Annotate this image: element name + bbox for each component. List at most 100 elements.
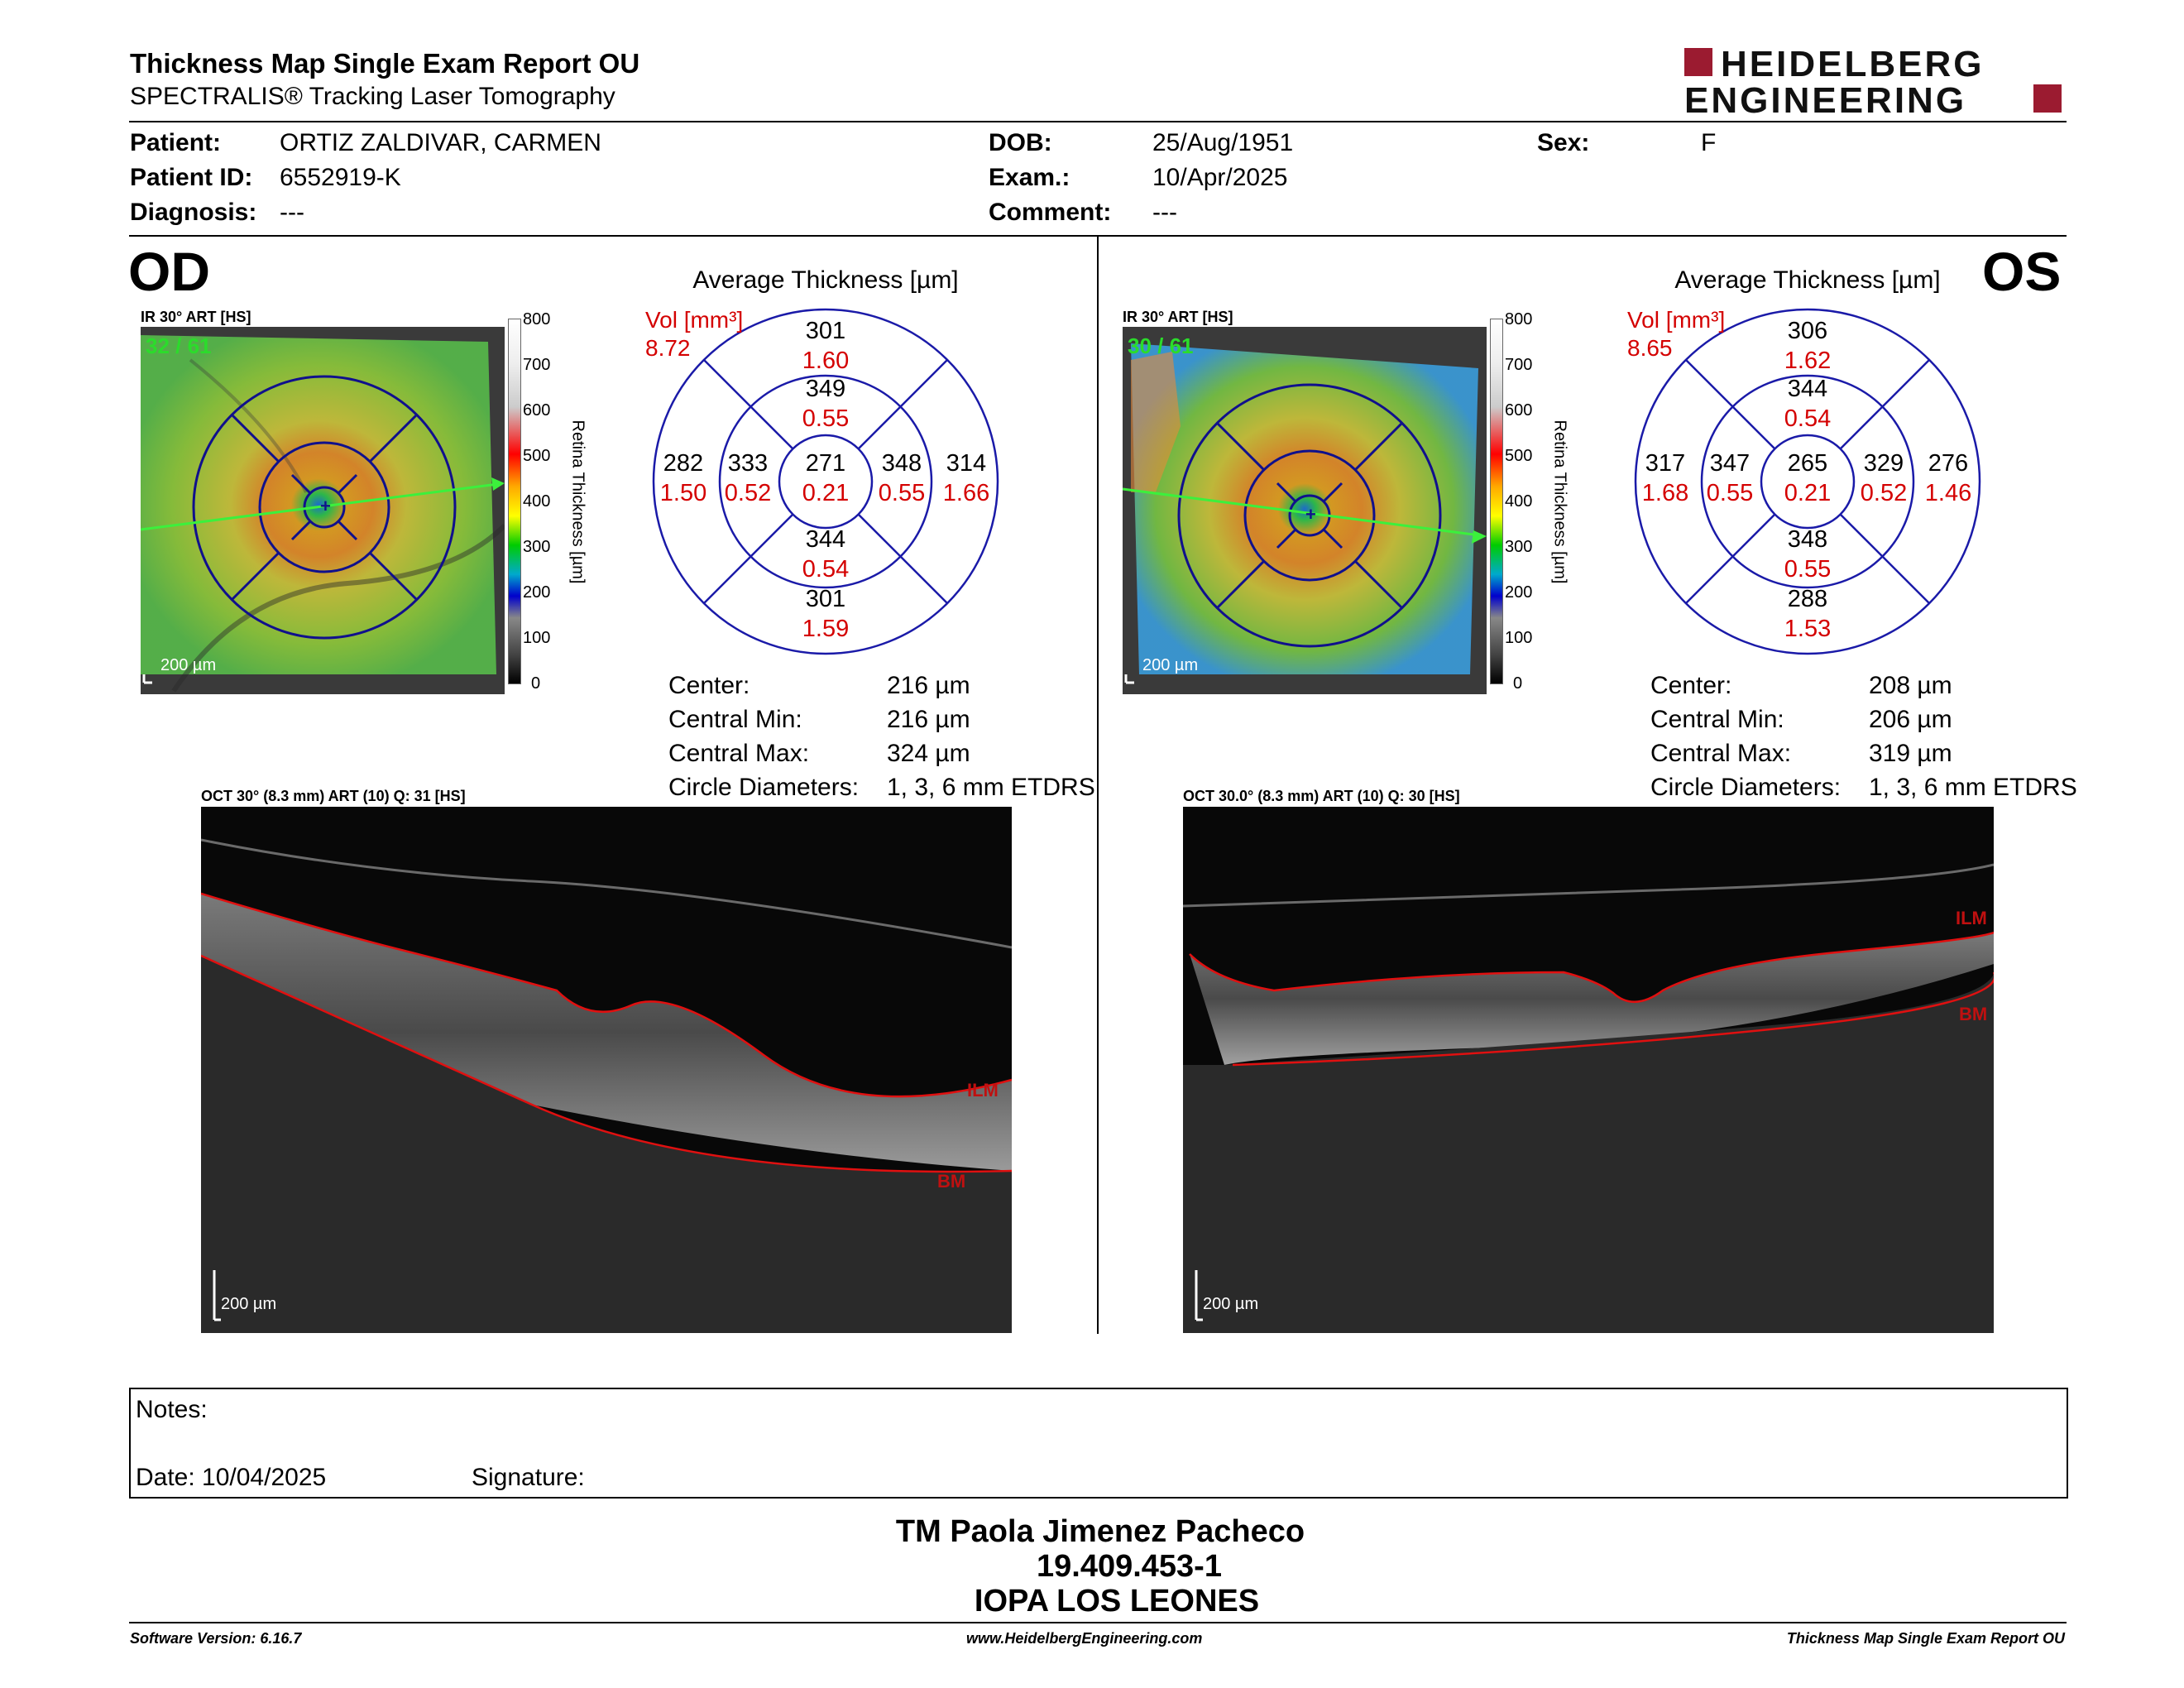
od-inner-inf: 344 [805,526,846,553]
diagnosis-value: --- [280,199,304,226]
os-outer-temp: 317 [1645,450,1686,477]
diagnosis-label: Diagnosis: [130,199,257,226]
od-colorbar [508,319,521,684]
od-etdrs-grid: Average Thickness [µm] Vol [mm³] 8.72 30… [645,266,999,657]
od-vol-label: Vol [mm³] [645,307,744,333]
website-link[interactable]: www.HeidelbergEngineering.com [966,1630,1203,1647]
os-colorbar [1490,319,1503,684]
svg-text:HEIDELBERG: HEIDELBERG [1721,46,1984,84]
exam-label: Exam.: [989,164,1070,191]
od-inner-sup: 349 [805,376,846,402]
patient-name: ORTIZ ZALDIVAR, CARMEN [280,129,601,156]
od-outer-inf-vol: 1.59 [802,616,850,642]
os-inner-nas-vol: 0.52 [1860,480,1908,506]
od-vol-total: 8.72 [645,335,691,361]
os-outer-sup-vol: 1.62 [1784,348,1832,374]
os-center-vol: 0.21 [1784,480,1832,506]
os-avg-title: Average Thickness [µm] [1674,266,1941,294]
os-eye-label: OS [1982,241,2062,302]
od-outer-temp-vol: 1.50 [659,480,707,506]
od-inner-inf-vol: 0.54 [802,556,850,583]
od-map-scale: 200 µm [160,656,217,674]
os-inner-inf: 348 [1787,526,1828,553]
patient-id-label: Patient ID: [130,164,253,191]
exam-value: 10/Apr/2025 [1152,164,1288,191]
os-inner-sup-vol: 0.54 [1784,405,1832,432]
od-oct-scale: 200 µm [221,1295,277,1313]
date-label: Date: 10/04/2025 [136,1464,327,1491]
os-map-scale: 200 µm [1142,656,1199,674]
os-oct-scan: ILM BM 200 µm [1183,807,1994,1333]
dob-label: DOB: [989,129,1052,156]
od-center-vol: 0.21 [802,480,850,506]
os-outer-temp-vol: 1.68 [1641,480,1689,506]
od-outer-temp: 282 [663,450,704,477]
os-inner-sup: 344 [1787,376,1828,402]
os-thickness-map: + 30 / 61 200 µm [1123,327,1487,694]
od-ir-title: IR 30° ART [HS] [141,309,251,325]
od-colorbar-label: Retina Thickness [µm] [568,420,587,584]
os-colorbar-label: Retina Thickness [µm] [1550,420,1569,584]
footer-report-name: Thickness Map Single Exam Report OU [1786,1630,2065,1647]
od-outer-inf: 301 [805,586,846,612]
report-title: Thickness Map Single Exam Report OU [130,48,640,79]
comment-value: --- [1152,199,1177,226]
od-thickness-map: + 32 / 61 200 µm [141,327,505,694]
patient-label: Patient: [130,129,222,156]
svg-text:ENGINEERING: ENGINEERING [1684,80,1966,116]
dob-value: 25/Aug/1951 [1152,129,1294,156]
signer-name: TM Paola Jimenez Pacheco [895,1514,1305,1549]
os-oct-title: OCT 30.0° (8.3 mm) ART (10) Q: 30 [HS] [1183,788,1460,804]
eye-divider [1097,237,1099,1334]
sex-value: F [1701,129,1717,156]
od-avg-title: Average Thickness [µm] [692,266,959,294]
os-inner-inf-vol: 0.55 [1784,556,1832,583]
od-outer-nas: 314 [946,450,987,477]
svg-text:+: + [1305,504,1316,525]
patient-id: 6552919-K [280,164,401,191]
os-etdrs-grid: Average Thickness [µm] Vol [mm³] 8.65 30… [1627,266,1981,657]
signer-id: 19.409.453-1 [1037,1549,1222,1584]
os-frame-count: 30 / 61 [1128,333,1194,358]
signer-org: IOPA LOS LEONES [974,1584,1260,1618]
od-inner-temp-vol: 0.52 [724,480,772,506]
od-outer-sup: 301 [805,318,846,344]
os-ilm-label: ILM [1956,908,1987,928]
od-eye-label: OD [128,241,210,302]
od-outer-nas-vol: 1.66 [942,480,990,506]
os-center: 265 [1787,450,1828,477]
od-inner-nas-vol: 0.55 [878,480,926,506]
os-outer-sup: 306 [1787,318,1828,344]
software-version: Software Version: 6.16.7 [130,1630,302,1647]
os-inner-temp: 347 [1709,450,1751,477]
os-inner-temp-vol: 0.55 [1706,480,1754,506]
od-ilm-label: ILM [967,1080,999,1101]
os-outer-nas-vol: 1.46 [1924,480,1972,506]
os-inner-nas: 329 [1863,450,1904,477]
od-inner-sup-vol: 0.55 [802,405,850,432]
notes-label: Notes: [136,1396,208,1423]
od-center: 271 [805,450,846,477]
od-oct-title: OCT 30° (8.3 mm) ART (10) Q: 31 [HS] [201,788,466,804]
os-bm-label: BM [1959,1004,1988,1024]
notes-box: Notes: Date: 10/04/2025 Signature: [129,1388,2068,1499]
os-outer-inf: 288 [1787,586,1828,612]
os-vol-total: 8.65 [1627,335,1673,361]
od-oct-scan: ILM BM 200 µm [201,807,1012,1333]
sex-label: Sex: [1537,129,1590,156]
comment-label: Comment: [989,199,1112,226]
os-ir-title: IR 30° ART [HS] [1123,309,1233,325]
signature-label: Signature: [472,1464,585,1491]
os-oct-scale: 200 µm [1203,1295,1259,1313]
os-outer-inf-vol: 1.53 [1784,616,1832,642]
od-inner-nas: 348 [881,450,922,477]
report-subtitle: SPECTRALIS® Tracking Laser Tomography [130,83,615,110]
od-outer-sup-vol: 1.60 [802,348,850,374]
od-inner-temp: 333 [727,450,769,477]
os-outer-nas: 276 [1928,450,1969,477]
heidelberg-logo: HEIDELBERG ENGINEERING [1684,44,2065,121]
od-frame-count: 32 / 61 [146,333,212,358]
os-vol-label: Vol [mm³] [1627,307,1726,333]
svg-text:+: + [320,496,331,516]
od-bm-label: BM [937,1171,966,1192]
